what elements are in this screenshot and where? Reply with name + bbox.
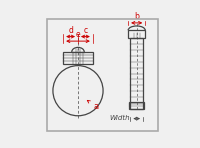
Bar	[130, 38, 143, 109]
Text: e: e	[76, 30, 80, 39]
Text: d: d	[68, 26, 73, 35]
Bar	[129, 102, 144, 109]
Text: Width: Width	[109, 115, 130, 121]
Bar	[63, 52, 93, 65]
Text: a: a	[87, 100, 99, 111]
Text: b: b	[134, 12, 139, 21]
Text: c: c	[83, 26, 87, 35]
Bar	[128, 30, 145, 38]
